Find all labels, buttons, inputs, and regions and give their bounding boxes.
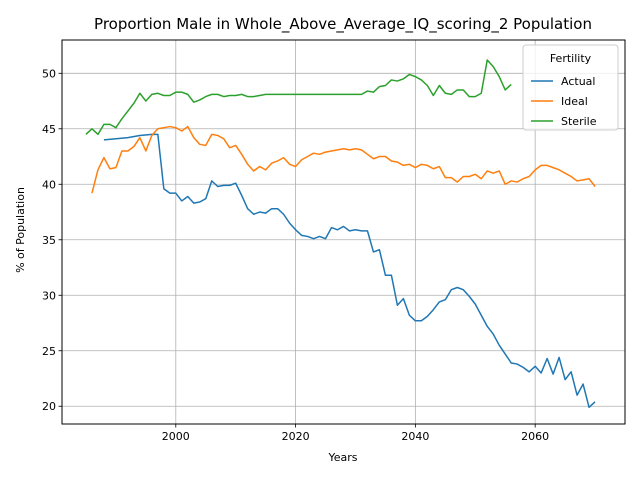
y-tick-label: 50	[42, 67, 56, 80]
legend-box	[522, 44, 619, 131]
legend-label-actual: Actual	[561, 75, 595, 88]
x-axis-ticks: 2000 2020 2040 2060	[162, 424, 549, 443]
series-line-actual	[103, 133, 596, 409]
chart-title: Proportion Male in Whole_Above_Average_I…	[94, 15, 592, 34]
y-tick-label: 20	[42, 400, 56, 413]
series-line-sterile	[85, 59, 512, 136]
x-tick-label: 2040	[401, 430, 429, 443]
y-tick-label: 35	[42, 234, 56, 247]
x-tick-label: 2000	[162, 430, 190, 443]
x-tick-label: 2020	[282, 430, 310, 443]
x-axis-label: Years	[327, 451, 357, 464]
legend-label-ideal: Ideal	[561, 95, 588, 108]
y-tick-label: 45	[42, 123, 56, 136]
y-tick-label: 25	[42, 345, 56, 358]
series-lines	[85, 59, 596, 409]
legend: Fertility Actual Ideal Sterile	[522, 44, 619, 131]
y-axis-label: % of Population	[14, 187, 27, 273]
y-tick-label: 30	[42, 289, 56, 302]
series-line-ideal	[91, 125, 596, 194]
legend-title: Fertility	[550, 52, 592, 65]
legend-label-sterile: Sterile	[561, 115, 597, 128]
x-tick-label: 2060	[521, 430, 549, 443]
y-axis-ticks: 20 25 30 35 40 45 50	[42, 67, 62, 413]
plot-frame	[61, 39, 626, 425]
y-tick-label: 40	[42, 178, 56, 191]
